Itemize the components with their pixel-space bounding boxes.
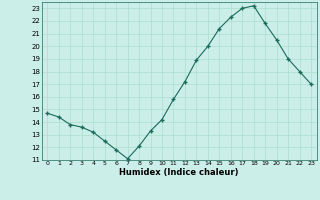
X-axis label: Humidex (Indice chaleur): Humidex (Indice chaleur) — [119, 168, 239, 177]
